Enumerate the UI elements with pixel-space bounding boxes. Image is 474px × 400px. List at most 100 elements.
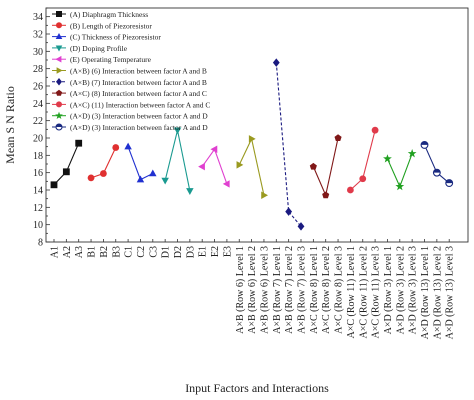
legend-entry: (A×B) (7) Interaction between factor A a… bbox=[52, 78, 207, 87]
legend-label: (A×D) (3) Interaction between factor A a… bbox=[70, 123, 208, 132]
y-tick-label: 30 bbox=[33, 47, 43, 58]
y-axis: 8 10 12 14 16 18 20 22 24 26 28 30 32 34 bbox=[33, 7, 50, 249]
x-axis: A1 A2 A3 B1 B2 B3 C1 C2 C3 D1 D2 D3 E1 E2 E3 A×B (Row 6… bbox=[50, 239, 456, 339]
y-tick-label: 26 bbox=[33, 82, 43, 93]
y-tick-label: 24 bbox=[33, 99, 43, 110]
x-tick-label: C3 bbox=[148, 246, 159, 258]
x-tick-label: A×C (Row 8) Level 3 bbox=[334, 246, 345, 334]
x-tick-label: A×C (Row 11) Level 3 bbox=[371, 246, 382, 338]
legend-marker bbox=[56, 22, 62, 29]
legend-label: (A×C) (11) Interaction between factor A … bbox=[70, 100, 210, 109]
data-point bbox=[395, 181, 405, 191]
series-layer bbox=[50, 58, 454, 231]
data-point bbox=[124, 142, 132, 150]
x-tick-label: A×D (Row 13) Level 1 bbox=[420, 246, 431, 339]
data-point bbox=[62, 168, 70, 176]
y-tick-label: 20 bbox=[33, 134, 43, 145]
data-point bbox=[136, 175, 145, 183]
series-line bbox=[238, 137, 265, 196]
series-line bbox=[53, 142, 80, 186]
series-10 bbox=[383, 149, 417, 191]
data-point bbox=[161, 177, 169, 185]
series-line bbox=[201, 148, 228, 185]
x-tick-label: A1 bbox=[50, 246, 61, 258]
x-tick-label: D1 bbox=[161, 246, 172, 258]
y-tick-label: 28 bbox=[33, 64, 43, 75]
y-tick-label: 32 bbox=[33, 30, 43, 41]
legend-marker bbox=[55, 33, 63, 39]
series-8 bbox=[309, 134, 342, 199]
x-tick-label: A×B (Row 6) Level 1 bbox=[235, 246, 246, 334]
data-point bbox=[322, 191, 330, 199]
data-point bbox=[383, 154, 392, 163]
data-point bbox=[334, 134, 342, 142]
data-point bbox=[420, 140, 429, 149]
legend-label: (A×C) (8) Interaction between factor A a… bbox=[70, 89, 207, 98]
x-tick-label: A×C (Row 11) Level 1 bbox=[346, 246, 357, 338]
x-tick-label: A×D (Row 3) Level 1 bbox=[383, 246, 394, 334]
series-9 bbox=[347, 126, 379, 194]
legend-label: (B) Length of Piezoresistor bbox=[70, 21, 152, 30]
legend-label: (A×B) (6) Interaction between factor A a… bbox=[70, 67, 207, 76]
data-point bbox=[173, 127, 182, 135]
y-tick-label: 14 bbox=[33, 186, 43, 197]
x-tick-label: A3 bbox=[74, 246, 85, 258]
series-2 bbox=[87, 144, 120, 182]
series-line bbox=[127, 146, 154, 181]
legend-label: (E) Operating Temperature bbox=[70, 55, 152, 64]
x-tick-label: A×B (Row 6) Level 3 bbox=[259, 246, 270, 334]
x-tick-label: D3 bbox=[185, 246, 196, 258]
legend-entry: (C) Thickness of Piezoresistor bbox=[52, 33, 161, 42]
y-tick-label: 34 bbox=[33, 12, 43, 23]
legend-marker bbox=[56, 101, 62, 108]
x-tick-label: A×B (Row 7) Level 2 bbox=[284, 246, 295, 334]
data-point bbox=[445, 179, 454, 188]
data-point bbox=[236, 161, 244, 169]
x-tick-label: A×D (Row 3) Level 2 bbox=[395, 246, 406, 334]
data-point bbox=[359, 175, 367, 183]
series-line bbox=[312, 137, 339, 197]
y-axis-title: Mean S N Ratio bbox=[3, 86, 17, 164]
y-tick-label: 22 bbox=[33, 116, 43, 127]
x-tick-label: C2 bbox=[136, 246, 147, 258]
x-tick-label: A×B (Row 7) Level 1 bbox=[272, 246, 283, 334]
data-point bbox=[272, 58, 280, 67]
legend-label: (A×B) (7) Interaction between factor A a… bbox=[70, 78, 207, 87]
data-point bbox=[222, 180, 230, 188]
y-tick-label: 16 bbox=[33, 168, 43, 179]
legend-label: (A) Diaphragm Thickness bbox=[70, 10, 148, 19]
data-point bbox=[100, 170, 107, 177]
legend-entry: (B) Length of Piezoresistor bbox=[52, 21, 152, 30]
legend-entry: (A×B) (6) Interaction between factor A a… bbox=[52, 67, 207, 76]
legend-entry: (A) Diaphragm Thickness bbox=[52, 10, 148, 19]
series-line bbox=[386, 153, 413, 188]
legend-marker bbox=[55, 111, 63, 119]
x-tick-label: A×B (Row 7) Level 3 bbox=[297, 246, 308, 334]
series-line bbox=[164, 130, 191, 191]
series-4 bbox=[161, 127, 194, 195]
legend-entry: (A×D) (3) Interaction between factor A a… bbox=[52, 111, 208, 121]
x-tick-label: A×D (Row 13) Level 3 bbox=[445, 246, 456, 339]
data-point bbox=[198, 162, 205, 171]
legend-marker bbox=[56, 67, 63, 74]
x-tick-label: A×C (Row 11) Level 2 bbox=[358, 246, 369, 338]
x-tick-label: B2 bbox=[99, 246, 110, 258]
x-tick-label: E3 bbox=[222, 246, 233, 257]
data-point bbox=[371, 126, 379, 134]
data-point bbox=[407, 149, 417, 158]
data-point bbox=[432, 168, 441, 177]
x-tick-label: A×C (Row 8) Level 2 bbox=[321, 246, 332, 334]
legend-entry: (E) Operating Temperature bbox=[52, 55, 152, 64]
plot-frame bbox=[45, 7, 469, 243]
legend-marker bbox=[55, 89, 63, 96]
legend-entry: (A×C) (8) Interaction between factor A a… bbox=[52, 89, 207, 98]
series-line bbox=[275, 62, 302, 227]
series-5 bbox=[198, 145, 230, 188]
legend-entry: (A×C) (11) Interaction between factor A … bbox=[52, 100, 210, 109]
legend-label: (C) Thickness of Piezoresistor bbox=[70, 33, 161, 42]
data-point bbox=[285, 207, 293, 216]
legend-label: (A×D) (3) Interaction between factor A a… bbox=[70, 112, 208, 121]
data-point bbox=[50, 181, 58, 189]
y-tick-label: 10 bbox=[33, 220, 43, 231]
